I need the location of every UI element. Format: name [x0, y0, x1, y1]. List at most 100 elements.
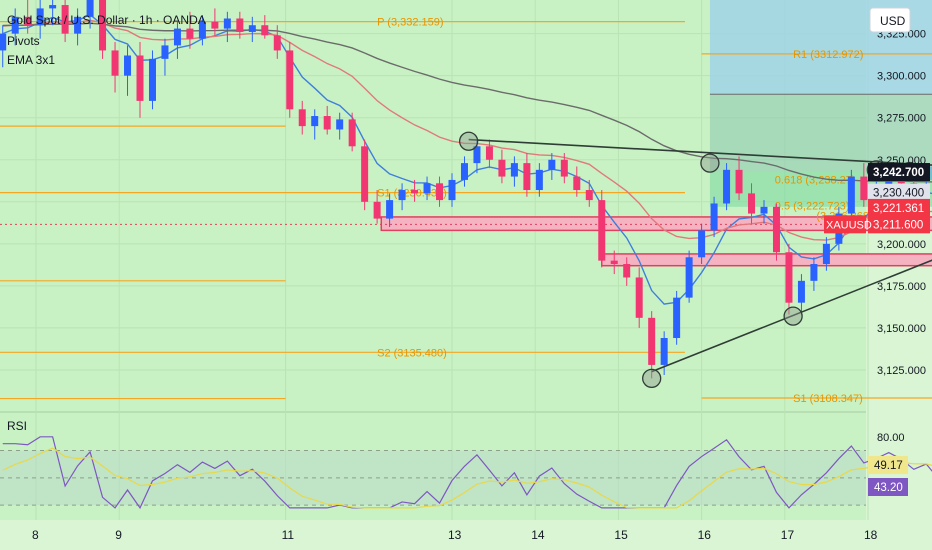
candle-body	[748, 193, 756, 214]
price-tick: 3,200.000	[877, 239, 926, 251]
candle-body	[810, 264, 818, 281]
candle-body	[673, 297, 681, 339]
candle-body	[373, 201, 381, 219]
indicator-pivots-label: Pivots	[7, 34, 40, 48]
time-tick: 9	[115, 528, 122, 542]
candle-body	[785, 252, 793, 303]
candle-body	[198, 21, 206, 39]
time-tick: 18	[864, 528, 878, 542]
candle-body	[760, 206, 768, 214]
rsi-badge-text: 49.17	[874, 460, 903, 472]
time-scale-background	[0, 520, 932, 550]
candle-body	[735, 169, 743, 194]
candle-body	[573, 176, 581, 191]
pivot-label: P (3,332.159)	[377, 17, 443, 29]
candle-body	[772, 206, 780, 253]
candle-body	[248, 25, 256, 32]
currency-box[interactable]	[869, 7, 911, 33]
candle-body	[548, 159, 556, 170]
price-tick: 3,175.000	[877, 281, 926, 293]
candle-body	[236, 18, 244, 32]
symbol-badge	[824, 215, 866, 234]
candle-body	[535, 169, 543, 191]
candle-body	[124, 55, 132, 76]
resistance-trendline	[468, 138, 932, 166]
candle-body	[311, 116, 319, 127]
candle-body	[610, 260, 618, 265]
pivot-circle	[642, 368, 662, 389]
price-tick: 3,300.000	[877, 71, 926, 83]
candle-body	[273, 35, 281, 51]
candle-body	[361, 146, 369, 202]
price-badge-text: 3,221.361	[873, 203, 924, 215]
candle-body	[523, 163, 531, 191]
price-badge	[868, 163, 930, 182]
candle-body	[49, 5, 57, 9]
candle-body	[186, 28, 194, 39]
time-tick: 14	[531, 528, 545, 542]
fib-label: 0.618 (3,238.27)	[775, 174, 856, 186]
ema-mid-line	[2, 19, 932, 241]
candle-body	[635, 277, 643, 318]
time-tick: 17	[781, 528, 795, 542]
time-tick: 8	[32, 528, 39, 542]
time-tick: 11	[282, 528, 295, 542]
candle-body	[61, 5, 69, 34]
fib-label: 0.5 (3,222.723)	[775, 201, 850, 213]
rsi-badge-text: 43.20	[874, 482, 903, 494]
candle-body	[11, 16, 19, 34]
candle-body	[36, 8, 44, 26]
pivot-circle	[458, 131, 479, 151]
candle-body	[560, 159, 568, 177]
candle-body	[298, 109, 306, 127]
candle-body	[323, 116, 331, 130]
candle-body	[286, 50, 294, 110]
rsi-label: RSI	[7, 419, 27, 433]
symbol-badge-text: XAUUSD	[826, 219, 872, 231]
rsi-badge	[868, 478, 908, 496]
time-tick: 13	[448, 528, 462, 542]
candle-body	[660, 338, 668, 365]
indicator-ema-label: EMA 3x1	[7, 53, 55, 67]
rsi-tick: 80.00	[877, 432, 905, 444]
candle-body	[860, 176, 868, 201]
candle-body	[797, 280, 805, 303]
candle-body	[698, 230, 706, 258]
axes: 3,325.0003,300.0003,275.0003,250.0003,22…	[32, 29, 930, 542]
candle-body	[336, 119, 344, 130]
candle-body	[74, 16, 82, 34]
candle-body	[261, 25, 269, 36]
candle-body	[411, 190, 419, 194]
rsi-ma-line	[2, 447, 932, 509]
candle-body	[148, 58, 156, 101]
candle-body	[498, 159, 506, 177]
pivot-circle	[783, 306, 803, 326]
rsi-line	[2, 436, 932, 510]
price-badge	[868, 198, 930, 217]
candle-body	[710, 203, 718, 231]
support-trendline	[651, 259, 932, 373]
candle-body	[460, 163, 468, 180]
price-tick: 3,125.000	[877, 365, 926, 377]
price-badge-text: 3,211.600	[873, 219, 923, 231]
candle-body	[86, 0, 94, 17]
candle-body	[223, 18, 231, 29]
price-tick: 3,150.000	[877, 323, 926, 335]
candle-body	[423, 183, 431, 194]
price-badge	[868, 183, 930, 202]
price-tick: 3,275.000	[877, 113, 926, 125]
pivot-label: R1 (3312.972)	[793, 49, 863, 61]
rsi-badge	[868, 456, 908, 474]
support-zone-lower	[601, 253, 932, 267]
candle-body	[0, 33, 7, 51]
candle-body	[398, 190, 406, 201]
candle-body	[99, 0, 107, 51]
candle-body	[485, 146, 493, 160]
candle-body	[173, 28, 181, 46]
candle-body	[448, 179, 456, 201]
candle-body	[885, 176, 893, 191]
ema-slow-line	[2, 22, 932, 183]
candle-body	[585, 190, 593, 201]
